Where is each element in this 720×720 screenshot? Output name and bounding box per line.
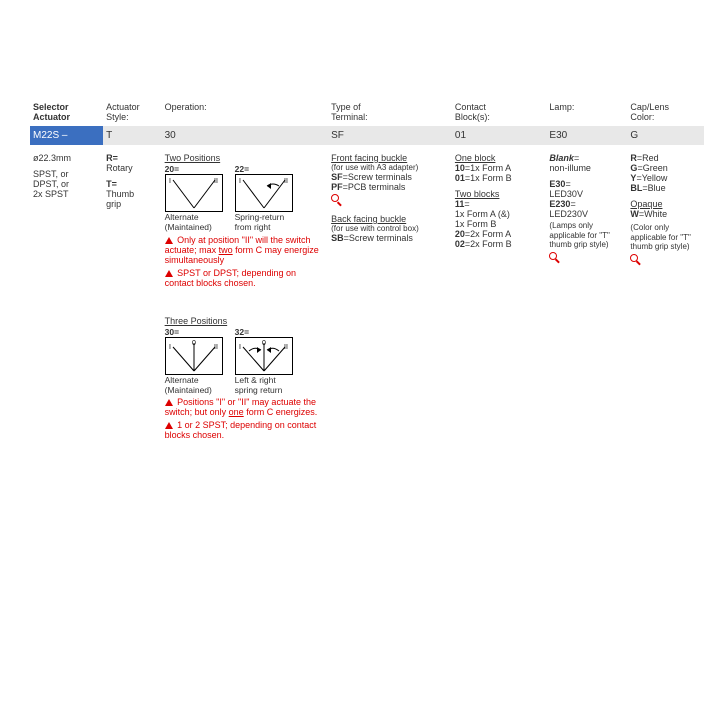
spst: SPST, or [33,169,100,179]
warn-3: Positions "I" or "II" may actuate the sw… [165,397,326,417]
hdr-contact1: Contact [455,102,486,112]
svg-text:I: I [169,344,171,351]
op-32-diagram: I0II [235,337,293,375]
style-t-desc: Thumb grip [106,189,148,209]
hdr-selector: Selector [33,102,69,112]
example-contact: 01 [452,126,547,145]
op-22-spr2: from right [235,223,293,232]
pf-code: PF [331,182,343,192]
warn-1: Only at position "II" will the switch ac… [165,235,326,265]
warning-icon [165,399,173,406]
col-style-detail: R= Rotary T= Thumb grip [103,145,162,444]
svg-text:I: I [169,178,171,185]
op-30-alt: Alternate [165,376,223,385]
col-terminal-detail: Front facing buckle (for use with A3 ada… [328,145,452,444]
op-30: 30= I0II Alternate (Maintained) [165,327,223,396]
col-contact-detail: One block 10=1x Form A 01=1x Form B Two … [452,145,547,444]
two-pos-title: Two Positions [165,153,326,163]
hdr-color1: Cap/Lens [630,102,669,112]
sb-desc: =Screw terminals [344,233,413,243]
example-style: T [103,126,162,145]
hdr-act-style2: Style: [106,112,129,122]
example-operation: 30 [162,126,329,145]
two-blocks-title: Two blocks [455,189,544,199]
2xspst: 2x SPST [33,189,100,199]
op-22-label: 22= [235,164,293,174]
example-row: M22S – T 30 SF 01 E30 G [30,126,704,145]
op-32: 32= I0II Left & right spring return [235,327,293,396]
style-r: R= [106,153,118,163]
op-22-diagram: III [235,174,293,212]
col-operation-detail: Two Positions 20= III Alternate (Maintai… [162,145,329,444]
pf-desc: =PCB terminals [343,182,406,192]
svg-text:II: II [214,178,218,185]
hdr-term1: Type of [331,102,361,112]
op-20-alt: Alternate [165,213,223,222]
op-30-label: 30= [165,327,223,337]
warning-icon [165,270,173,277]
hdr-act-style1: Actuator [106,102,140,112]
sb-code: SB [331,233,344,243]
sf-desc: =Screw terminals [343,172,412,182]
op-30-maint: (Maintained) [165,386,223,395]
magnify-icon [549,252,557,260]
op-22-spr: Spring-return [235,213,293,222]
op-30-diagram: I0II [165,337,223,375]
svg-text:II: II [284,178,288,185]
example-color: G [627,126,704,145]
magnify-icon [331,194,339,202]
op-22: 22= III Spring-return from right [235,164,293,233]
hdr-term2: Terminal: [331,112,368,122]
svg-text:I: I [239,344,241,351]
hdr-actuator: Actuator [33,112,70,122]
header-row: SelectorActuator ActuatorStyle: Operatio… [30,98,704,126]
diameter: ø22.3mm [33,153,100,163]
warn-2: SPST or DPST; depending on contact block… [165,268,326,288]
opaque-title: Opaque [630,199,701,209]
style-r-desc: Rotary [106,163,159,173]
op-20-label: 20= [165,164,223,174]
op-32-label: 32= [235,327,293,337]
op-32-lrs2: spring return [235,386,293,395]
op-20-maint: (Maintained) [165,223,223,232]
warning-icon [165,237,173,244]
op-20: 20= III Alternate (Maintained) [165,164,223,233]
col-color-detail: R=Red G=Green Y=Yellow BL=Blue Opaque W=… [627,145,704,444]
example-terminal: SF [328,126,452,145]
lamp-note: (Lamps only applicable for "T" thumb gri… [549,221,624,250]
op-32-lrs1: Left & right [235,376,293,385]
hdr-operation: Operation: [165,102,207,112]
three-pos-title: Three Positions [165,316,326,326]
col-lamp-detail: Blank= non-illume E30= LED30V E230= LED2… [546,145,627,444]
hdr-color2: Color: [630,112,654,122]
style-t: T= [106,179,117,189]
one-block-title: One block [455,153,544,163]
ffb-title: Front facing buckle [331,153,449,163]
bfb-title: Back facing buckle [331,214,449,224]
hdr-contact2: Block(s): [455,112,490,122]
sf-code: SF [331,172,343,182]
magnify-icon [630,254,638,262]
dpst: DPST, or [33,179,100,189]
col-selector-detail: ø22.3mm SPST, or DPST, or 2x SPST [30,145,103,444]
bfb-note: (for use with control box) [331,224,449,233]
spec-table: SelectorActuator ActuatorStyle: Operatio… [30,98,704,444]
detail-row: ø22.3mm SPST, or DPST, or 2x SPST R= Rot… [30,145,704,444]
hdr-lamp: Lamp: [549,102,574,112]
color-note: (Color only applicable for "T" thumb gri… [630,223,701,252]
ffb-note: (for use with A3 adapter) [331,163,449,172]
warning-icon [165,422,173,429]
example-model: M22S – [30,126,103,145]
warn-4: 1 or 2 SPST; depending on contact blocks… [165,420,326,440]
example-lamp: E30 [546,126,627,145]
svg-text:I: I [239,178,241,185]
op-20-diagram: III [165,174,223,212]
